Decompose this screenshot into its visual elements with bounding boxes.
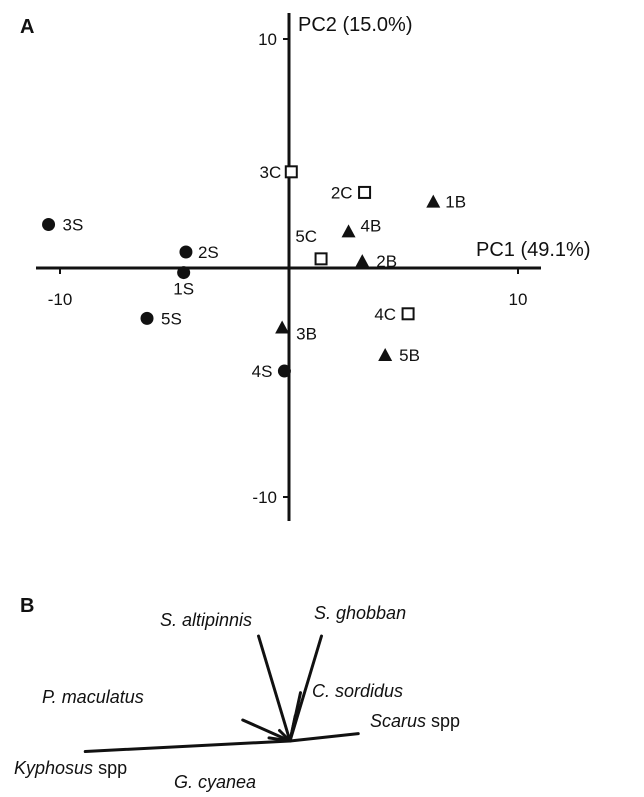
species-vectors [83,634,360,753]
point-label: 5B [399,346,420,365]
point-label: 5S [161,309,182,328]
species-vector [288,714,297,743]
species-label: S. ghobban [314,603,406,623]
species-labels: S. altipinnis S. ghobban C. sordidus Scarus… [14,603,460,792]
point-label: 2B [376,252,397,271]
y-tick-label: -10 [252,488,277,507]
point-label: 5C [295,227,317,246]
data-point-square [284,165,298,179]
species-label: G. cyanea [174,772,256,792]
panel-b-letter: B [20,595,34,617]
species-label: P. maculatus [42,687,144,707]
point-label: 1S [173,280,194,299]
point-label: 3C [260,163,282,182]
data-point-square [358,185,372,199]
point-label: 2S [198,243,219,262]
species-vector [83,739,292,753]
y-axis-title: PC2 (15.0%) [298,14,413,36]
data-point-square [314,252,328,266]
species-label: C. sordidus [312,681,403,701]
data-point-square [401,307,415,321]
point-label: 4B [361,216,382,235]
data-point-triangle [355,254,370,268]
point-label: 4C [374,305,396,324]
data-point-triangle [341,224,356,238]
x-tick-label: 10 [509,290,528,309]
panel-a-letter: A [20,16,34,38]
data-point-triangle [378,348,393,362]
axis-ticks: -10 10 10 -10 [48,30,528,507]
data-point-circle [140,311,154,325]
data-point-circle [42,217,56,231]
point-label: 3B [296,325,317,344]
data-point-circle [277,364,291,378]
species-vector [241,718,292,743]
data-point-triangle [426,194,441,208]
species-label: Scarus spp [370,711,460,731]
species-vector [288,732,360,743]
species-vector [267,736,292,743]
y-tick-label: 10 [258,30,277,49]
species-vector [278,729,292,743]
data-point-circle [177,266,191,280]
x-axis-title: PC1 (49.1%) [476,239,591,261]
point-label: 2C [331,183,353,202]
x-tick-label: -10 [48,290,73,309]
point-label: 3S [63,215,84,234]
species-vector-panel: S. altipinnis S. ghobban C. sordidus Scarus… [14,603,460,792]
species-vector [257,634,292,743]
data-point-circle [179,245,193,259]
point-label: 4S [252,362,273,381]
data-point-triangle [275,320,290,334]
species-label: Kyphosus spp [14,758,127,778]
species-label: S. altipinnis [160,610,252,630]
point-label: 1B [445,193,466,212]
